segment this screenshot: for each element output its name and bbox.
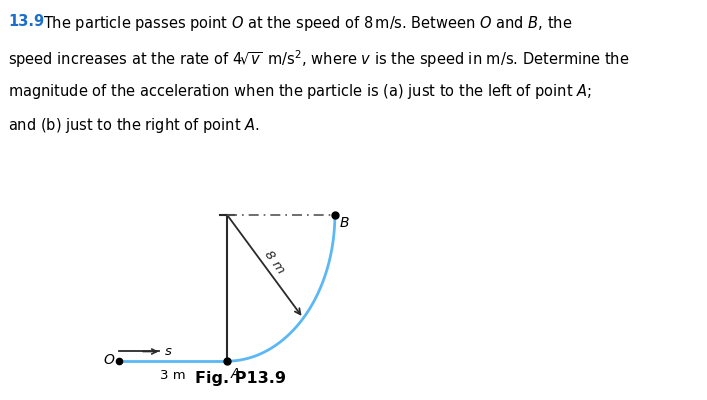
Text: The particle passes point $O$ at the speed of 8$\,$m/s. Between $O$ and $B$, the: The particle passes point $O$ at the spe… — [43, 14, 573, 33]
Text: Fig. P13.9: Fig. P13.9 — [195, 371, 286, 386]
Text: speed increases at the rate of $4\!\sqrt{v}\,$ m/s$^2$, where $v$ is the speed i: speed increases at the rate of $4\!\sqrt… — [8, 48, 629, 70]
Text: and (b) just to the right of point $A$.: and (b) just to the right of point $A$. — [8, 116, 259, 135]
Text: magnitude of the acceleration when the particle is (a) just to the left of point: magnitude of the acceleration when the p… — [8, 82, 592, 101]
Text: A: A — [230, 367, 240, 381]
Text: 8 m: 8 m — [262, 248, 288, 277]
Text: 3 m: 3 m — [160, 369, 186, 382]
Text: 13.9: 13.9 — [8, 14, 44, 29]
Text: O: O — [103, 353, 115, 367]
Text: s: s — [165, 345, 171, 358]
Text: B: B — [339, 216, 349, 230]
